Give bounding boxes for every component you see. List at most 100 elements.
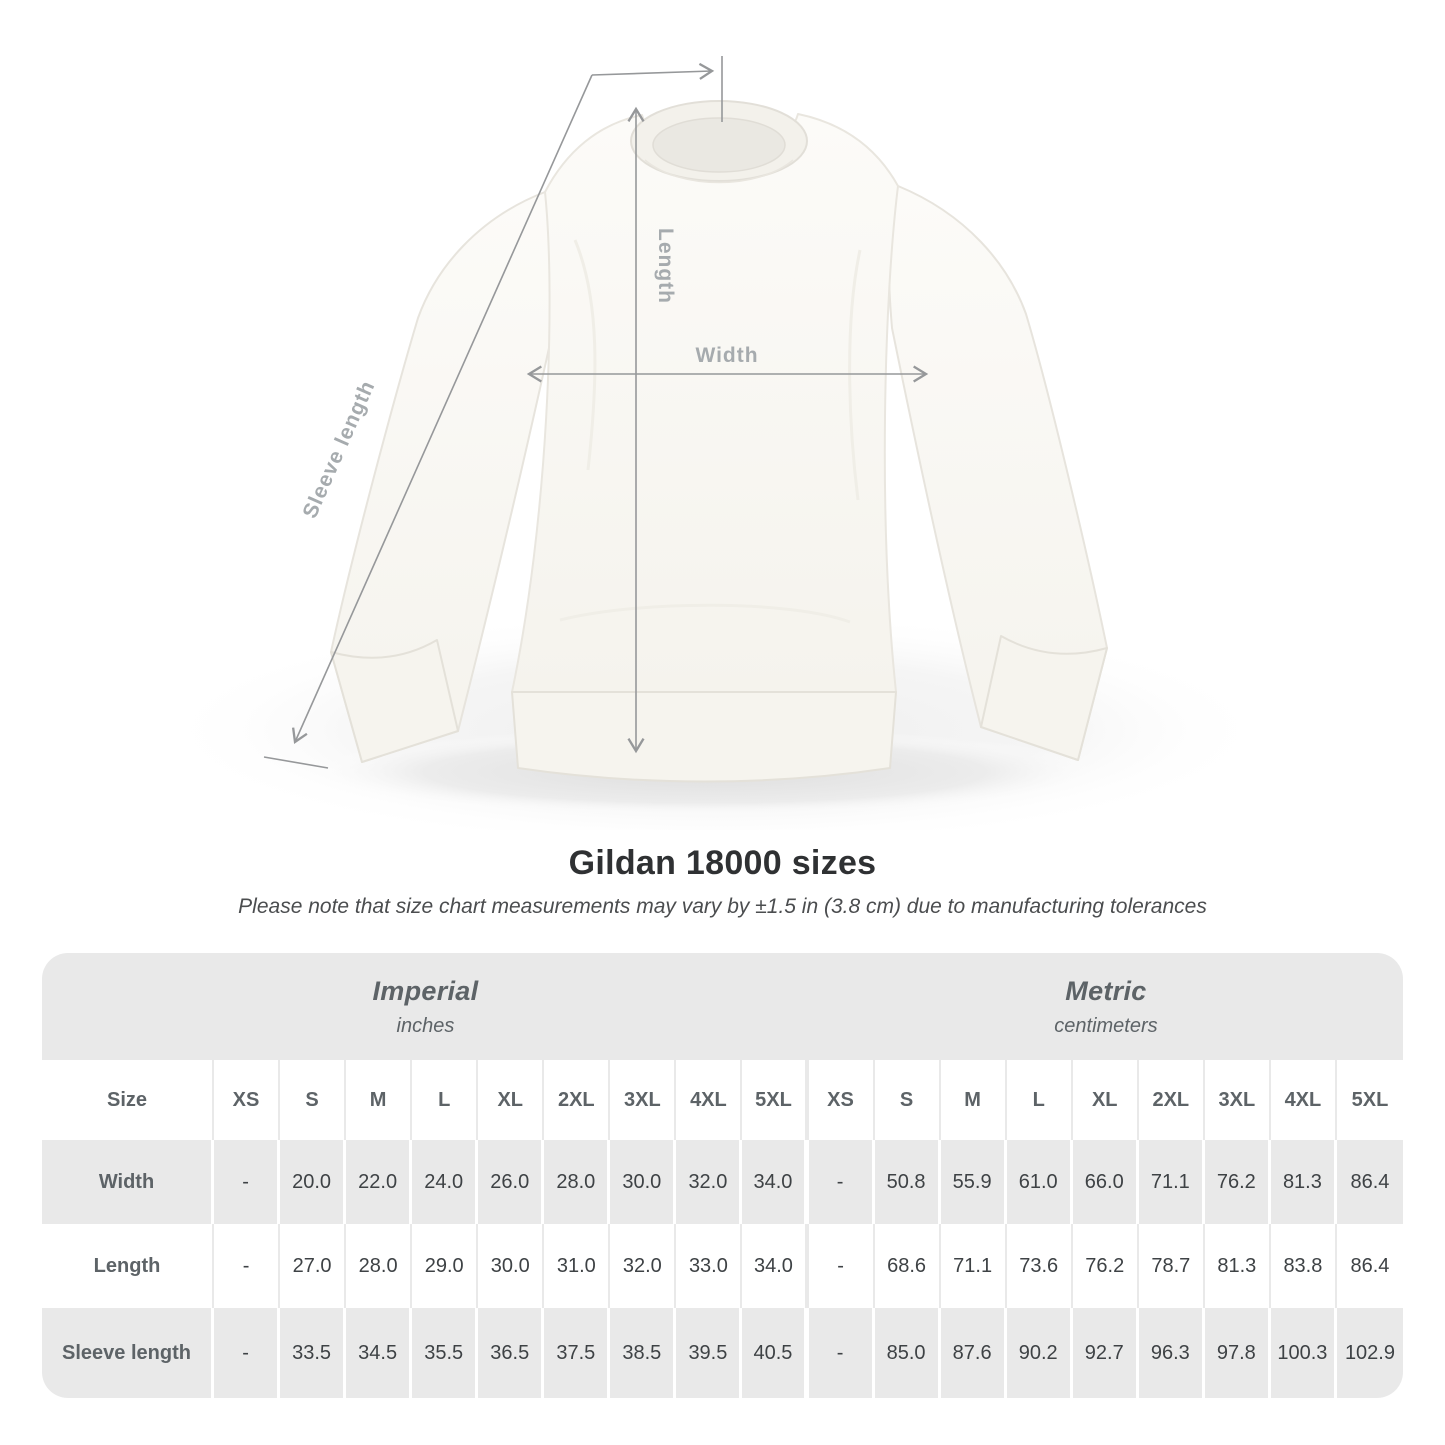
imperial-header: Imperial inches — [42, 953, 809, 1060]
collar-seam — [644, 159, 794, 184]
sweatshirt-measurement-diagram: Length Width Sleeve length — [155, 56, 1275, 830]
product-figure: Length Width Sleeve length — [155, 56, 1275, 830]
value-cell: - — [214, 1224, 281, 1308]
row-label: Width — [42, 1140, 214, 1224]
value-cell: 83.8 — [1270, 1224, 1337, 1308]
value-cell: 97.8 — [1204, 1308, 1271, 1398]
size-col-header-xs: XS — [214, 1060, 281, 1140]
value-cell: 26.0 — [478, 1140, 545, 1224]
measurement-row-length: Length -27.0 28.0 29.0 30.0 31.0 32.0 33.0 34.0-… — [42, 1224, 1403, 1308]
row-label: Length — [42, 1224, 214, 1308]
collar-opening — [652, 117, 786, 173]
size-col-header-3xl: 3XL — [1204, 1060, 1271, 1140]
size-col-header-2xl: 2XL — [544, 1060, 611, 1140]
size-col-header-xs: XS — [808, 1060, 875, 1140]
width-label: Width — [695, 344, 758, 367]
value-cell: 81.3 — [1204, 1224, 1271, 1308]
size-col-header-m: M — [940, 1060, 1007, 1140]
value-cell: 39.5 — [676, 1308, 743, 1398]
value-cell: 20.0 — [280, 1140, 347, 1224]
size-col-header-5xl: 5XL — [1336, 1060, 1403, 1140]
shoulder-reference-line — [591, 62, 715, 80]
value-cell: 78.7 — [1138, 1224, 1205, 1308]
value-cell: 85.0 — [874, 1308, 941, 1398]
value-cell: 61.0 — [1006, 1140, 1073, 1224]
value-cell: 24.0 — [412, 1140, 479, 1224]
value-cell: 86.4 — [1336, 1140, 1403, 1224]
imperial-unit: inches — [396, 1014, 455, 1037]
size-col-header-5xl: 5XL — [742, 1060, 809, 1140]
value-cell: 31.0 — [544, 1224, 611, 1308]
value-cell: 55.9 — [940, 1140, 1007, 1224]
size-col-header-xl: XL — [478, 1060, 545, 1140]
value-cell: 71.1 — [1138, 1140, 1205, 1224]
value-cell: 30.0 — [610, 1140, 677, 1224]
value-cell: 28.0 — [544, 1140, 611, 1224]
size-header-row: Size XS S M L XL 2XL 3XL 4XL 5XL XS S M L XL 2XL 3XL 4XL 5… — [42, 1060, 1403, 1140]
size-table: Imperial inches Metric centimeters Size X… — [42, 953, 1403, 1398]
value-cell: 86.4 — [1336, 1224, 1403, 1308]
value-cell: 22.0 — [346, 1140, 413, 1224]
table-rows: Size XS S M L XL 2XL 3XL 4XL 5XL XS S M L XL 2XL 3XL 4XL 5… — [42, 1060, 1403, 1398]
units-header-band: Imperial inches Metric centimeters — [42, 953, 1403, 1060]
metric-title: Metric — [1065, 975, 1147, 1006]
value-cell: 36.5 — [478, 1308, 545, 1398]
value-cell: 102.9 — [1336, 1308, 1403, 1398]
size-col-header-l: L — [412, 1060, 479, 1140]
measurement-row-width: Width -20.0 22.0 24.0 26.0 28.0 30.0 32.0 34.0-5… — [42, 1140, 1403, 1224]
value-cell: - — [808, 1140, 875, 1224]
value-cell: 28.0 — [346, 1224, 413, 1308]
value-cell: 32.0 — [610, 1224, 677, 1308]
value-cell: 27.0 — [280, 1224, 347, 1308]
value-cell: 34.5 — [346, 1308, 413, 1398]
value-cell: 40.5 — [742, 1308, 809, 1398]
value-cell: 100.3 — [1270, 1308, 1337, 1398]
value-cell: - — [214, 1308, 281, 1398]
value-cell: 81.3 — [1270, 1140, 1337, 1224]
value-cell: 90.2 — [1006, 1308, 1073, 1398]
size-col-header-xl: XL — [1072, 1060, 1139, 1140]
left-cuff — [330, 639, 459, 763]
measurement-lines — [263, 56, 929, 769]
value-cell: 33.5 — [280, 1308, 347, 1398]
value-cell: 92.7 — [1072, 1308, 1139, 1398]
value-cell: 29.0 — [412, 1224, 479, 1308]
sleeve-length-arrow — [291, 74, 593, 745]
value-cell: 71.1 — [940, 1224, 1007, 1308]
value-cell: 87.6 — [940, 1308, 1007, 1398]
value-cell: 34.0 — [742, 1224, 809, 1308]
size-col-header-s: S — [280, 1060, 347, 1140]
length-label: Length — [654, 228, 677, 304]
value-cell: 35.5 — [412, 1308, 479, 1398]
waistband — [511, 691, 897, 783]
size-col-header-3xl: 3XL — [610, 1060, 677, 1140]
value-cell: 66.0 — [1072, 1140, 1139, 1224]
metric-header: Metric centimeters — [809, 953, 1403, 1060]
sweatshirt-illustration — [330, 100, 1108, 783]
value-cell: 76.2 — [1204, 1140, 1271, 1224]
tolerance-note: Please note that size chart measurements… — [238, 895, 1207, 918]
value-cell: - — [808, 1308, 875, 1398]
value-cell: 73.6 — [1006, 1224, 1073, 1308]
value-cell: - — [808, 1224, 875, 1308]
right-cuff — [980, 635, 1108, 761]
value-cell: 34.0 — [742, 1140, 809, 1224]
metric-unit: centimeters — [1054, 1014, 1158, 1037]
value-cell: 30.0 — [478, 1224, 545, 1308]
imperial-title: Imperial — [372, 975, 479, 1006]
size-col-header-4xl: 4XL — [1270, 1060, 1337, 1140]
page-title: Gildan 18000 sizes — [568, 844, 877, 882]
measurement-row-sleeve-length: Sleeve length -33.5 34.5 35.5 36.5 37.5 38.5 39… — [42, 1308, 1403, 1398]
value-cell: 76.2 — [1072, 1224, 1139, 1308]
value-cell: 38.5 — [610, 1308, 677, 1398]
row-label: Sleeve length — [42, 1308, 214, 1398]
value-cell: - — [214, 1140, 281, 1224]
size-column-header: Size — [42, 1060, 214, 1140]
value-cell: 96.3 — [1138, 1308, 1205, 1398]
size-col-header-4xl: 4XL — [676, 1060, 743, 1140]
size-col-header-2xl: 2XL — [1138, 1060, 1205, 1140]
size-col-header-m: M — [346, 1060, 413, 1140]
sleeve-end-tick — [263, 756, 329, 769]
value-cell: 68.6 — [874, 1224, 941, 1308]
size-col-header-s: S — [874, 1060, 941, 1140]
